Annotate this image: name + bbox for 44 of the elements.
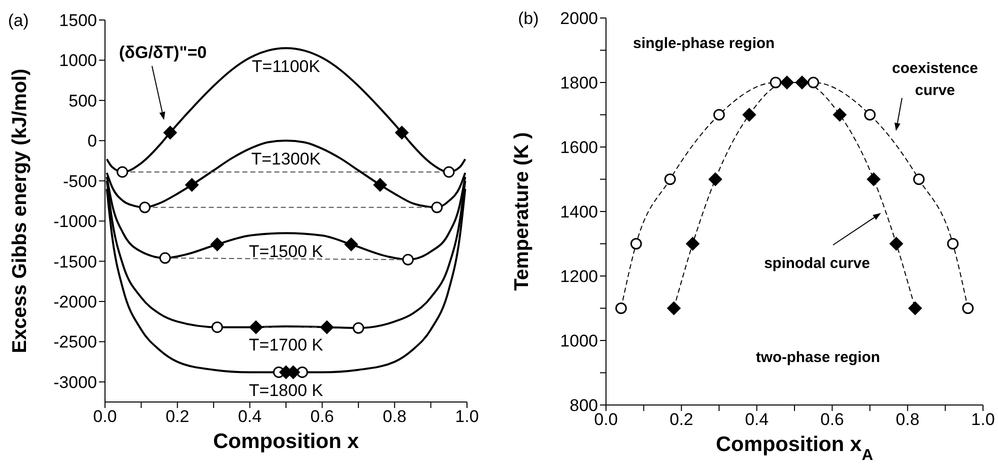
y-tick-label: 1600 — [560, 138, 598, 158]
chart-title: (a) — [8, 11, 29, 30]
x-tick-label: 0.8 — [382, 407, 406, 426]
y-tick-label: -1000 — [54, 212, 97, 232]
x-tick-label: 0.4 — [238, 407, 262, 426]
x-tick-label: 1.0 — [971, 410, 995, 430]
x-tick-label: 0.4 — [744, 410, 769, 430]
y-tick-label: 500 — [68, 91, 97, 110]
y-tick-label: -500 — [62, 172, 97, 191]
annotation: coexistence curve — [892, 60, 978, 99]
chart-title: (b) — [518, 9, 539, 28]
x-axis-title: Composition x — [213, 430, 360, 453]
series-label: T=1700 K — [248, 335, 324, 354]
x-tick-label: 0.2 — [166, 407, 190, 426]
y-tick-label: -2000 — [54, 292, 97, 312]
y-tick-label: 1800 — [560, 74, 598, 93]
x-tick-label: 0.8 — [896, 410, 920, 430]
x-tick-label: 1.0 — [455, 407, 479, 426]
x-tick-label: 0.2 — [670, 410, 694, 430]
y-tick-label: -2500 — [54, 332, 97, 352]
x-tick-label: 0.6 — [310, 407, 334, 426]
annotation: (δG/δT)"=0 — [119, 43, 207, 62]
x-tick-label: 0.0 — [93, 407, 117, 426]
y-tick-label: 0 — [88, 132, 97, 151]
y-tick-label: 1000 — [59, 51, 97, 70]
annotation: single-phase region — [633, 35, 775, 52]
annotation: spinodal curve — [764, 255, 870, 272]
series-label: T=1100K — [252, 57, 321, 76]
series-label: T=1300K — [251, 150, 322, 169]
y-tick-label: -1500 — [54, 252, 97, 272]
y-tick-label: 1500 — [59, 11, 97, 30]
series-label: T=1500 K — [248, 242, 324, 262]
x-tick-label: 0.0 — [594, 410, 618, 430]
y-tick-label: 2000 — [560, 9, 598, 28]
series-label: T=1800 K — [248, 381, 324, 400]
x-tick-label: 0.6 — [820, 410, 844, 430]
y-tick-label: 1400 — [560, 202, 598, 222]
y-tick-label: -3000 — [54, 372, 97, 392]
y-axis-title: Temperature (K ) — [511, 132, 533, 291]
annotation: two-phase region — [756, 349, 880, 366]
y-tick-label: 1200 — [560, 267, 598, 286]
y-axis-title: Excess Gibbs energy (kJ/mol) — [9, 68, 31, 354]
y-tick-label: 1000 — [560, 332, 598, 351]
x-axis-title: Composition x$_{A}$ — [716, 433, 874, 464]
